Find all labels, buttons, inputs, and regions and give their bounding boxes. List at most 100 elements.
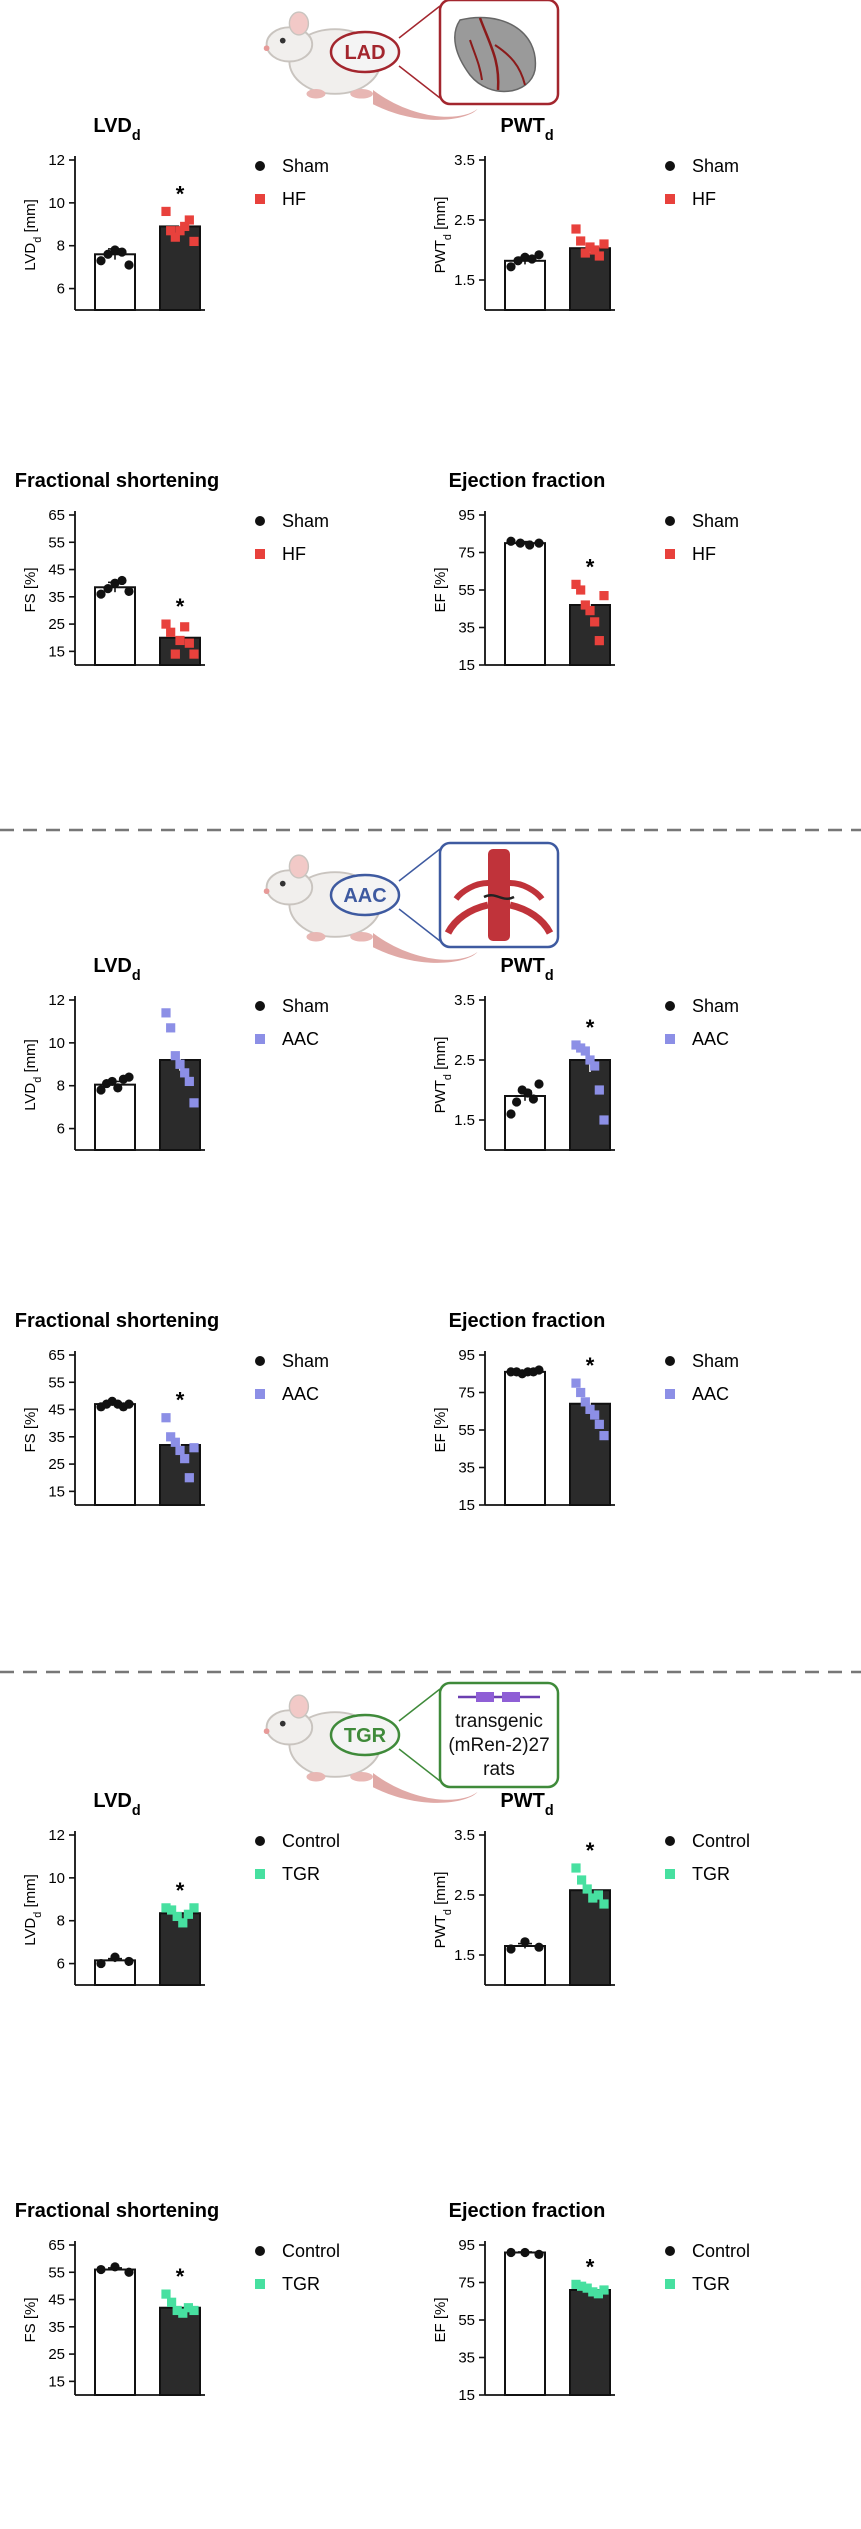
legend-control-marker [665,1356,675,1366]
control-bar [94,1403,136,1507]
significance-marker: * [176,1878,185,1903]
treated-point [580,1397,590,1407]
treated-bar [569,1059,611,1151]
control-point [534,1365,544,1375]
y-axis-label: PWTd [mm] [432,1037,454,1114]
treated-point [593,1890,603,1900]
y-axis-label: EF [%] [432,2297,449,2342]
control-point [96,1958,106,1969]
control-point [124,586,134,596]
chart-panel: Ejection fraction 15 35 55 75 95 EF [%] * Sham HF [432,470,739,674]
significance-marker: * [176,181,185,206]
control-bar [94,2268,136,2396]
control-bar [504,542,546,666]
treated-point [599,591,609,601]
transgene-icon [458,1692,540,1702]
legend-control-label: Control [282,1831,340,1851]
treated-point [599,2285,609,2295]
legend-control-marker [255,516,265,526]
label-main: PWT [432,1915,449,1948]
renal-branch [444,901,489,935]
title-subscript: d [132,128,141,144]
legend-control-label: Sham [282,156,329,176]
y-tick-label: 8 [57,1078,65,1095]
y-tick-label: 95 [458,507,475,524]
chart-title: LVDd [93,955,140,984]
control-point [110,245,120,255]
treated-point [189,649,199,659]
rat-foot [306,932,326,942]
treated-point [594,636,604,646]
treated-point [585,1404,595,1414]
y-tick-label: 55 [48,534,65,551]
rat-foot [350,1772,373,1782]
y-tick-label: 65 [48,2237,65,2254]
treated-point [170,1437,180,1447]
treated-point [180,1068,190,1078]
control-point [525,540,535,550]
control-point [506,536,516,546]
label-unit: [mm] [432,1037,449,1075]
model-label: TGR [344,1725,387,1747]
y-tick-label: 12 [48,152,65,169]
label-unit: [mm] [22,1039,39,1077]
treated-point [161,619,171,629]
treated-point [590,1410,600,1420]
control-point [513,256,523,266]
chart-title: LVDd [93,1790,140,1819]
coronary-artery [494,44,526,86]
control-point [103,584,113,594]
y-tick-label: 10 [48,1035,65,1052]
significance-marker: * [586,2254,595,2279]
label-unit: [mm] [432,1872,449,1910]
y-tick-label: 15 [458,2387,475,2404]
legend-control-marker [255,161,265,171]
legend-treated-marker [665,549,675,559]
y-tick-label: 10 [48,195,65,212]
legend-treated-label: HF [282,544,306,564]
vessel-branch [509,880,545,901]
treated-point [189,2305,199,2316]
treated-point [576,585,586,595]
control-point [124,2267,134,2277]
legend-control-label: Sham [692,511,739,531]
rat-ear [288,854,310,879]
treated-point [576,236,586,246]
treated-point [594,251,604,261]
chart-title: PWTd [500,1790,553,1819]
control-bar [94,586,136,666]
legend-control-marker [255,1001,265,1011]
chart-panel: Ejection fraction 15 35 55 75 95 EF [%] * Sham AA… [432,1310,739,1514]
model-label: AAC [343,885,386,907]
control-bar [94,1083,136,1151]
y-tick-label: 75 [458,2275,475,2292]
y-axis-label: PWTd [mm] [432,1872,454,1949]
legend-treated-marker [665,194,675,204]
renal-branch [509,901,554,935]
aorta-icon [444,849,554,941]
control-point [523,1088,533,1098]
control-point [506,1944,516,1954]
treated-point [184,1473,194,1483]
constriction-band [483,894,515,900]
label-main: FS [%] [22,1407,39,1452]
treated-point [166,627,176,637]
title-subscript: d [132,968,141,984]
legend-treated-label: HF [282,189,306,209]
treated-point [175,226,185,236]
y-tick-label: 25 [48,616,65,633]
legend-control-marker [665,2246,675,2256]
control-point [534,250,544,260]
y-tick-label: 3.5 [454,1827,475,1844]
y-tick-label: 45 [48,2292,65,2309]
model-badge [329,1713,401,1757]
control-point [110,2262,120,2272]
y-tick-label: 1.5 [454,1947,475,1964]
control-point [515,538,525,548]
title-main: LVD [93,955,132,977]
rat-foot [350,932,373,942]
title-subscript: d [132,1803,141,1819]
legend-control-label: Sham [692,996,739,1016]
connector-line [398,5,441,39]
